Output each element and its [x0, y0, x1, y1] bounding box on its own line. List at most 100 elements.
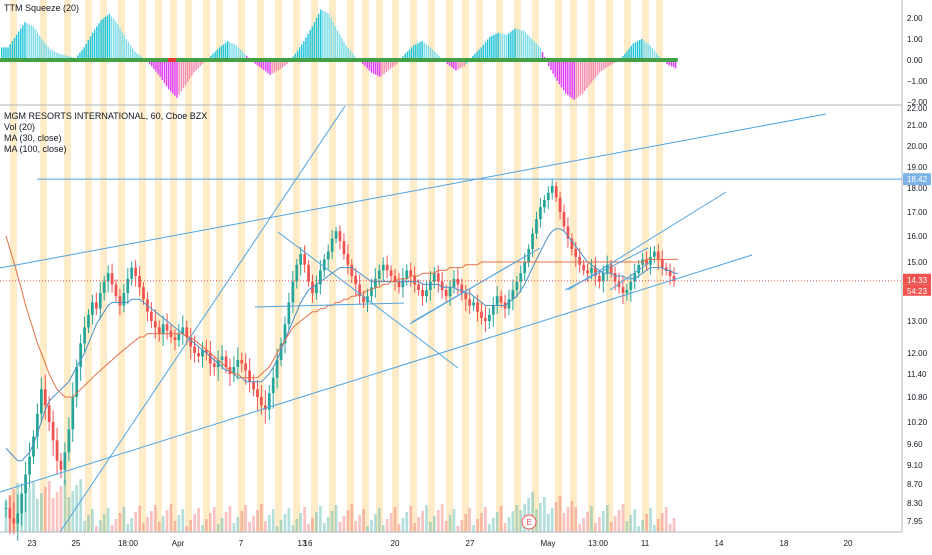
candle-body[interactable] — [126, 278, 130, 294]
squeeze-bar[interactable] — [201, 60, 204, 65]
squeeze-bar[interactable] — [155, 60, 157, 72]
squeeze-bar[interactable] — [624, 53, 626, 60]
squeeze-bar[interactable] — [476, 51, 478, 60]
candle-body[interactable] — [185, 327, 189, 337]
candle-body[interactable] — [279, 343, 283, 360]
candle-body[interactable] — [220, 356, 224, 361]
squeeze-bar[interactable] — [98, 23, 100, 61]
candle-body[interactable] — [87, 314, 90, 328]
squeeze-bar[interactable] — [649, 45, 651, 60]
candle-body[interactable] — [519, 273, 523, 282]
squeeze-bar[interactable] — [60, 54, 62, 60]
squeeze-bar[interactable] — [227, 41, 229, 60]
squeeze-bar[interactable] — [535, 43, 537, 60]
squeeze-bar[interactable] — [115, 21, 117, 60]
candle-body[interactable] — [326, 251, 330, 260]
squeeze-bar[interactable] — [32, 26, 35, 60]
squeeze-bar[interactable] — [510, 31, 512, 60]
candle-body[interactable] — [244, 363, 248, 371]
squeeze-bar[interactable] — [341, 38, 343, 60]
squeeze-bar[interactable] — [451, 60, 453, 68]
candle-body[interactable] — [566, 226, 570, 239]
candle-body[interactable] — [578, 256, 582, 265]
squeeze-bar[interactable] — [626, 51, 628, 60]
candle-body[interactable] — [40, 389, 43, 414]
candle-body[interactable] — [456, 278, 460, 285]
candle-body[interactable] — [397, 281, 401, 288]
squeeze-bar[interactable] — [508, 33, 510, 60]
squeeze-bar[interactable] — [385, 60, 387, 73]
squeeze-bar[interactable] — [241, 51, 244, 60]
squeeze-bar[interactable] — [47, 46, 49, 60]
squeeze-bar[interactable] — [512, 30, 514, 60]
candle-body[interactable] — [114, 284, 118, 297]
squeeze-bar[interactable] — [537, 45, 540, 60]
candle-body[interactable] — [440, 281, 444, 290]
squeeze-bar[interactable] — [493, 34, 495, 60]
candle-body[interactable] — [385, 264, 389, 271]
squeeze-bar[interactable] — [598, 60, 601, 73]
candle-body[interactable] — [63, 452, 67, 470]
squeeze-bar[interactable] — [170, 60, 172, 92]
trend-lines[interactable] — [0, 105, 902, 533]
squeeze-bar[interactable] — [282, 60, 284, 68]
squeeze-bar[interactable] — [611, 60, 613, 65]
trend-line-9[interactable] — [609, 261, 651, 291]
squeeze-bar[interactable] — [374, 60, 377, 75]
candle-body[interactable] — [165, 324, 169, 331]
squeeze-bar[interactable] — [372, 60, 375, 74]
candle-body[interactable] — [79, 343, 83, 367]
squeeze-bar[interactable] — [17, 31, 20, 60]
candle-body[interactable] — [240, 360, 244, 364]
squeeze-bar[interactable] — [214, 51, 216, 60]
squeeze-bar[interactable] — [482, 44, 485, 60]
candle-body[interactable] — [377, 270, 381, 279]
squeeze-bar[interactable] — [113, 19, 115, 60]
candle-body[interactable] — [181, 327, 185, 334]
squeeze-bar[interactable] — [548, 60, 550, 67]
candle-body[interactable] — [153, 321, 157, 328]
squeeze-bar[interactable] — [518, 29, 521, 60]
squeeze-bar[interactable] — [643, 40, 645, 60]
squeeze-bar[interactable] — [653, 50, 656, 61]
squeeze-bar[interactable] — [562, 60, 565, 91]
squeeze-bar[interactable] — [258, 60, 261, 67]
candle-body[interactable] — [370, 287, 373, 297]
squeeze-bar[interactable] — [210, 55, 212, 60]
squeeze-bar[interactable] — [406, 51, 409, 60]
squeeze-bar[interactable] — [119, 28, 121, 60]
squeeze-bar[interactable] — [607, 60, 609, 67]
squeeze-bar[interactable] — [195, 60, 197, 71]
squeeze-bar[interactable] — [45, 44, 47, 61]
candle-body[interactable] — [236, 360, 240, 367]
squeeze-bar[interactable] — [472, 55, 474, 60]
squeeze-bar[interactable] — [389, 60, 392, 69]
squeeze-bar[interactable] — [588, 60, 590, 86]
squeeze-bar[interactable] — [36, 32, 39, 60]
squeeze-bar[interactable] — [569, 60, 571, 97]
squeeze-bar[interactable] — [584, 60, 586, 91]
candle-body[interactable] — [499, 296, 503, 303]
squeeze-bar[interactable] — [11, 41, 14, 60]
squeeze-bar[interactable] — [571, 60, 573, 99]
squeeze-bar[interactable] — [284, 60, 286, 66]
squeeze-bar[interactable] — [64, 55, 66, 60]
squeeze-bar[interactable] — [106, 15, 109, 60]
squeeze-bar[interactable] — [370, 60, 373, 73]
squeeze-bar[interactable] — [91, 32, 94, 60]
candle-body[interactable] — [358, 284, 362, 297]
squeeze-bar[interactable] — [516, 29, 518, 60]
candle-body[interactable] — [527, 249, 531, 262]
candle-body[interactable] — [432, 273, 436, 282]
candle-body[interactable] — [452, 278, 456, 288]
candle-body[interactable] — [413, 276, 417, 285]
squeeze-bar[interactable] — [556, 60, 559, 81]
squeeze-bar[interactable] — [332, 22, 335, 60]
squeeze-bar[interactable] — [326, 12, 328, 61]
squeeze-bar[interactable] — [324, 11, 326, 60]
candle-body[interactable] — [645, 259, 648, 265]
squeeze-bar[interactable] — [503, 34, 506, 60]
candle-body[interactable] — [342, 241, 346, 255]
candle-body[interactable] — [67, 429, 71, 453]
squeeze-bar[interactable] — [13, 38, 16, 60]
